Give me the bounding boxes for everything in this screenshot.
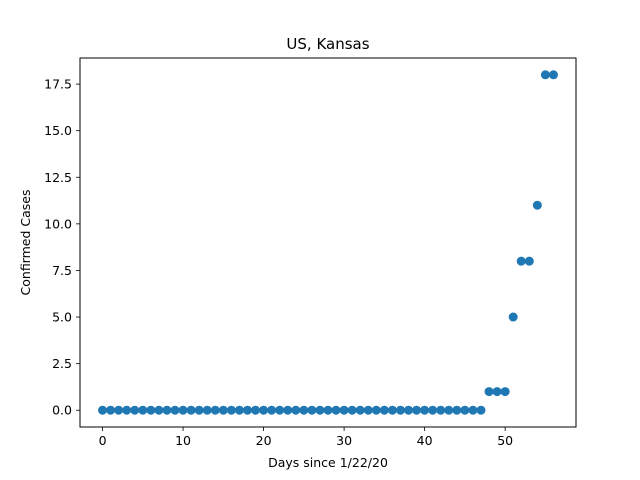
data-point bbox=[186, 405, 196, 415]
data-point bbox=[444, 405, 454, 415]
x-axis-label: Days since 1/22/20 bbox=[268, 455, 388, 470]
data-point bbox=[178, 405, 188, 415]
y-axis-label: Confirmed Cases bbox=[18, 190, 33, 296]
y-tick-label: 2.5 bbox=[52, 356, 72, 371]
data-point bbox=[114, 405, 124, 415]
data-point bbox=[267, 405, 277, 415]
x-tick-label: 0 bbox=[99, 433, 107, 448]
y-tick-label: 10.0 bbox=[44, 216, 72, 231]
data-point bbox=[275, 405, 285, 415]
data-point bbox=[468, 405, 478, 415]
data-point bbox=[355, 405, 365, 415]
data-point bbox=[307, 405, 317, 415]
data-point bbox=[371, 405, 381, 415]
data-point bbox=[210, 405, 220, 415]
data-point bbox=[154, 405, 164, 415]
x-tick-label: 10 bbox=[175, 433, 191, 448]
data-point bbox=[299, 405, 309, 415]
y-tick-label: 15.0 bbox=[44, 123, 72, 138]
data-point bbox=[202, 405, 212, 415]
data-point bbox=[130, 405, 140, 415]
x-tick-label: 50 bbox=[497, 433, 513, 448]
data-point bbox=[162, 405, 172, 415]
data-point bbox=[339, 405, 349, 415]
x-tick-label: 40 bbox=[417, 433, 433, 448]
data-point bbox=[500, 387, 510, 397]
x-tick-label: 30 bbox=[336, 433, 352, 448]
data-point bbox=[484, 387, 494, 397]
data-point bbox=[234, 405, 244, 415]
data-point bbox=[315, 405, 325, 415]
data-point bbox=[98, 405, 108, 415]
data-point bbox=[412, 405, 422, 415]
data-point bbox=[436, 405, 446, 415]
data-point bbox=[532, 200, 542, 210]
data-point bbox=[404, 405, 414, 415]
data-point bbox=[226, 405, 236, 415]
data-point bbox=[170, 405, 180, 415]
data-point bbox=[387, 405, 397, 415]
y-tick-label: 12.5 bbox=[44, 170, 72, 185]
data-point bbox=[452, 405, 462, 415]
chart-title: US, Kansas bbox=[286, 35, 369, 53]
data-point bbox=[420, 405, 430, 415]
y-tick-label: 5.0 bbox=[52, 310, 72, 325]
data-point bbox=[428, 405, 438, 415]
data-point bbox=[251, 405, 261, 415]
data-point bbox=[106, 405, 116, 415]
x-axis-ticks: 0 10 20 30 40 50 bbox=[99, 427, 513, 448]
data-point bbox=[242, 405, 252, 415]
data-point bbox=[548, 70, 558, 80]
data-point bbox=[146, 405, 156, 415]
data-point bbox=[122, 405, 132, 415]
data-point bbox=[516, 256, 526, 266]
data-point bbox=[460, 405, 470, 415]
data-point bbox=[476, 405, 486, 415]
data-point bbox=[540, 70, 550, 80]
data-point bbox=[218, 405, 228, 415]
x-tick-label: 20 bbox=[256, 433, 272, 448]
data-point bbox=[283, 405, 293, 415]
data-point bbox=[524, 256, 534, 266]
data-points bbox=[98, 70, 558, 415]
data-point bbox=[194, 405, 204, 415]
y-tick-label: 7.5 bbox=[52, 263, 72, 278]
data-point bbox=[331, 405, 341, 415]
data-point bbox=[138, 405, 148, 415]
data-point bbox=[259, 405, 269, 415]
data-point bbox=[395, 405, 405, 415]
data-point bbox=[347, 405, 357, 415]
y-tick-label: 0.0 bbox=[52, 403, 72, 418]
data-point bbox=[323, 405, 333, 415]
data-point bbox=[363, 405, 373, 415]
data-point bbox=[492, 387, 502, 397]
data-point bbox=[508, 312, 518, 322]
plot-frame bbox=[79, 57, 577, 428]
data-point bbox=[291, 405, 301, 415]
y-tick-label: 17.5 bbox=[44, 77, 72, 92]
data-point bbox=[379, 405, 389, 415]
y-axis-ticks: 0.0 2.5 5.0 7.5 10.0 12.5 15.0 17.5 bbox=[44, 77, 80, 418]
